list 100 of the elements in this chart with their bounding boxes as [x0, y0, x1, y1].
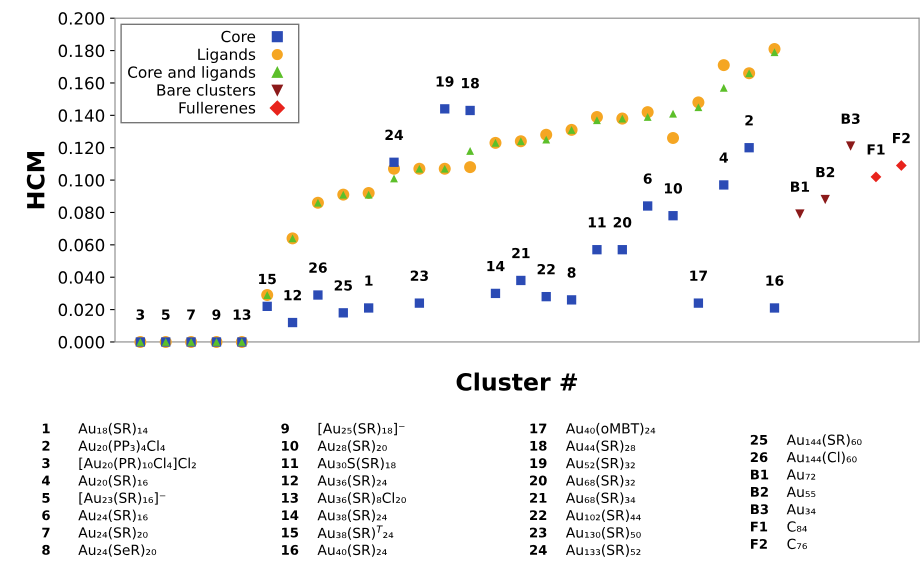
y-tick-label: 0.140 [58, 109, 104, 122]
text: 7 Au₂₄(SR)₂₀ [42, 527, 148, 540]
point [465, 106, 475, 116]
text: 21 Au₆₈(SR)₃₄ [530, 492, 636, 505]
point [770, 303, 780, 313]
x-tick-label: 6 [644, 173, 652, 184]
y-axis-title: HCM [26, 152, 45, 208]
y-tick-label: 0.020 [58, 304, 104, 316]
point [313, 290, 323, 300]
point [464, 161, 476, 174]
point [364, 303, 374, 313]
point [440, 104, 450, 114]
point [870, 171, 882, 182]
text: 11 Au₃₀S(SR)₁₈ [282, 458, 396, 470]
point [668, 211, 678, 220]
x-tick-label: 12 [284, 290, 302, 300]
point [262, 302, 272, 312]
point [618, 245, 627, 254]
y-tick-label: 0.100 [58, 174, 104, 187]
text: 24 Au₁₃₃(SR)₅₂ [530, 544, 640, 557]
x-tick-label: 24 [385, 130, 404, 140]
point [490, 288, 500, 298]
legend-label: Fullerenes [180, 102, 256, 114]
y-tick-label: 0.160 [58, 76, 104, 90]
x-tick-label: 10 [664, 183, 682, 194]
x-tick-label: 14 [487, 260, 505, 272]
x-tick-label: 4 [720, 152, 728, 163]
y-tick-label: 0.080 [58, 206, 104, 220]
text: 6 Au₂₄(SR)₁₆ [42, 510, 148, 522]
text: 1 Au₁₈(SR)₁₄ [42, 422, 148, 436]
legend-label: Core and ligands [128, 66, 256, 81]
y-tick-label: 0.040 [58, 271, 104, 284]
x-axis-title: Cluster # [456, 372, 578, 391]
point [288, 318, 298, 328]
x-tick-label: 7 [187, 310, 195, 320]
point [592, 245, 602, 254]
point [414, 298, 424, 308]
point [718, 59, 730, 72]
text: 15 Au₃₈(SR)$^{T}$₂₄ [282, 526, 394, 540]
text: 9 [Au₂₅(SR)₁₈]⁻ [281, 422, 405, 436]
text: 3 [Au₂₀(PR)₁₀Cl₄]Cl₂ [42, 458, 196, 470]
legend-label: Ligands [198, 48, 256, 64]
text: 14 Au₃₈(SR)₂₄ [282, 510, 387, 522]
text: 10 Au₂₈(SR)₂₀ [282, 440, 387, 453]
x-tick-label: 3 [136, 309, 144, 320]
point [667, 132, 680, 144]
point [566, 295, 576, 305]
x-tick-label: 19 [436, 76, 454, 87]
point [644, 113, 652, 121]
text: F2 C₇₆ [751, 538, 807, 550]
text: 25 Au₁₄₄(SR)₆₀ [750, 434, 862, 447]
x-tick-label: 16 [766, 275, 784, 286]
point [389, 158, 399, 167]
point [720, 84, 728, 92]
text: 26 Au₁₄₄(Cl)₆₀ [750, 452, 857, 464]
point [744, 143, 754, 152]
x-tick-label: 25 [334, 280, 352, 291]
point [542, 136, 550, 144]
x-tick-label: 26 [309, 262, 327, 273]
point [669, 110, 677, 118]
text: 13 Au₃₆(SR)₈Cl₂₀ [282, 492, 406, 505]
text: 20 Au₆₈(SR)₃₂ [530, 474, 635, 488]
x-tick-label: 21 [512, 248, 530, 258]
y-tick-label: 0.180 [58, 44, 104, 58]
text: F1 C₈₄ [751, 521, 807, 532]
text: B2 Au₅₅ [751, 486, 816, 498]
text: 2 Au₂₀(PP₃)₄Cl₄ [42, 440, 166, 453]
point [466, 147, 474, 155]
point [896, 160, 907, 171]
x-tick-label: 8 [568, 267, 576, 278]
point [820, 194, 830, 204]
text: 8 Au₂₄(SeR)₂₀ [42, 544, 156, 557]
legend-label: Core [221, 30, 256, 42]
legend-label: Bare clusters [157, 84, 256, 96]
x-tick-label: 17 [690, 270, 707, 281]
text: B3 Au₃₄ [751, 504, 816, 514]
x-tick-label: B1 [791, 182, 810, 192]
text: 19 Au₅₂(SR)₃₂ [530, 458, 635, 470]
x-tick-label: 23 [410, 270, 428, 281]
x-tick-label: B3 [842, 113, 860, 124]
text: 12 Au₃₆(SR)₂₄ [282, 474, 387, 488]
text: B1 Au₇₂ [751, 469, 816, 480]
x-tick-label: F1 [868, 144, 885, 155]
text: 5 [Au₂₃(SR)₁₆]⁻ [42, 492, 166, 505]
x-tick-label: 2 [745, 115, 753, 126]
x-tick-label: 9 [212, 309, 220, 320]
x-tick-label: 5 [162, 310, 170, 320]
text: 18 Au₄₄(SR)₂₈ [530, 440, 636, 453]
point [694, 103, 702, 112]
text: 17 Au₄₀(oMBT)₂₄ [530, 422, 656, 436]
point [542, 292, 551, 302]
x-tick-label: B2 [816, 166, 834, 178]
point [643, 201, 652, 211]
point [338, 308, 348, 318]
x-tick-label: 18 [462, 78, 479, 88]
x-tick-label: 13 [234, 309, 250, 320]
x-tick-label: 22 [538, 264, 555, 274]
point [390, 174, 398, 182]
text: 16 Au₄₀(SR)₂₄ [282, 544, 387, 557]
y-tick-label: 0.000 [58, 336, 104, 349]
